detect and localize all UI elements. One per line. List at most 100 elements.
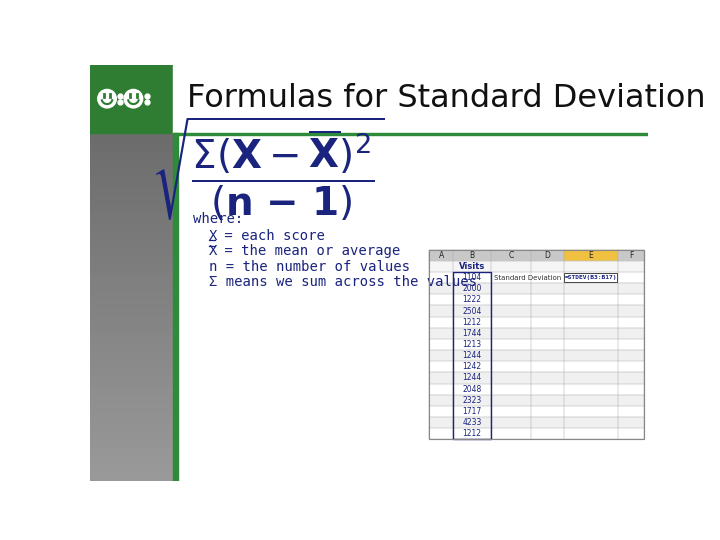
Text: A: A (438, 251, 444, 260)
Bar (90, 280, 173, 289)
Bar (90, 419, 173, 428)
Bar (429, 249, 644, 440)
Bar (173, 132, 178, 481)
Text: = the mean or average: = the mean or average (216, 244, 400, 258)
Bar (429, 249, 644, 440)
Bar (90, 150, 173, 159)
Bar (429, 406, 644, 417)
Bar (454, 249, 490, 261)
Bar (429, 272, 644, 283)
Bar (454, 272, 490, 440)
Bar (429, 249, 454, 261)
Text: Standard Deviation: Standard Deviation (494, 274, 561, 280)
Text: 1222: 1222 (462, 295, 482, 305)
Bar (429, 261, 644, 272)
Bar (429, 361, 644, 373)
Text: 2323: 2323 (462, 396, 482, 405)
Text: 1242: 1242 (462, 362, 482, 372)
Bar (90, 219, 173, 228)
Bar (90, 402, 173, 411)
Bar (429, 316, 644, 328)
Bar (90, 446, 173, 455)
Bar (90, 376, 173, 385)
Bar (429, 373, 644, 383)
Text: 1717: 1717 (462, 407, 482, 416)
Bar (90, 341, 173, 350)
Text: 1244: 1244 (462, 374, 482, 382)
Text: C: C (508, 251, 513, 260)
Bar (429, 395, 644, 406)
Bar (429, 339, 644, 350)
Text: B: B (469, 251, 474, 260)
Text: 2504: 2504 (462, 307, 482, 315)
Bar (90, 332, 173, 341)
Bar (429, 428, 644, 440)
Text: $\mathsf{\sqrt{\dfrac{\Sigma(\mathbf{X} - \mathbf{\overline{X}})^2}{(\mathbf{n}\: $\mathsf{\sqrt{\dfrac{\Sigma(\mathbf{X} … (151, 114, 385, 223)
Text: 1104: 1104 (462, 273, 482, 282)
Bar (90, 367, 173, 376)
Text: Formulas for Standard Deviation: Formulas for Standard Deviation (187, 83, 706, 114)
Bar (564, 273, 617, 282)
Text: X: X (209, 244, 217, 258)
Bar (90, 463, 173, 472)
Bar (90, 272, 173, 280)
Bar (178, 132, 648, 481)
Bar (90, 437, 173, 446)
Bar (90, 359, 173, 368)
Circle shape (124, 90, 143, 108)
Text: 2000: 2000 (462, 284, 482, 293)
Text: F: F (629, 251, 633, 260)
Bar (564, 249, 618, 261)
Bar (531, 249, 564, 261)
Text: Σ means we sum across the values: Σ means we sum across the values (209, 275, 477, 289)
Bar (429, 383, 644, 395)
Bar (90, 289, 173, 298)
Bar (90, 471, 173, 481)
Bar (90, 410, 173, 420)
Bar (90, 350, 173, 359)
Bar (90, 245, 173, 254)
Bar (90, 384, 173, 394)
Text: Visits: Visits (459, 262, 485, 271)
Bar (90, 176, 173, 185)
Bar (90, 237, 173, 246)
Bar (173, 65, 648, 132)
Text: 1213: 1213 (462, 340, 482, 349)
Text: 2048: 2048 (462, 384, 482, 394)
Bar (90, 262, 173, 272)
Bar (90, 254, 173, 263)
Bar (618, 249, 644, 261)
Bar (90, 167, 173, 176)
Text: D: D (544, 251, 550, 260)
Bar (429, 417, 644, 428)
Bar (90, 306, 173, 315)
Text: =STDEV(B3:B17): =STDEV(B3:B17) (564, 275, 617, 280)
Bar (90, 315, 173, 324)
Bar (90, 323, 173, 333)
Bar (90, 158, 173, 167)
Bar (173, 132, 648, 135)
Bar (90, 393, 173, 402)
Bar (90, 202, 173, 211)
Bar (90, 193, 173, 202)
Bar (90, 454, 173, 463)
Bar (90, 298, 173, 307)
Text: = each score: = each score (216, 229, 325, 243)
Text: X: X (209, 229, 217, 243)
Bar (490, 249, 531, 261)
Text: E: E (588, 251, 593, 260)
Text: 1212: 1212 (462, 429, 482, 438)
Bar (90, 211, 173, 220)
Bar (429, 283, 644, 294)
Bar (90, 132, 173, 141)
Bar (90, 428, 173, 437)
Bar (429, 306, 644, 316)
Text: 1244: 1244 (462, 351, 482, 360)
Bar (90, 65, 173, 132)
Bar (90, 228, 173, 237)
Text: n = the number of values: n = the number of values (209, 260, 410, 274)
Text: where:: where: (193, 212, 243, 226)
Circle shape (98, 90, 117, 108)
Text: 4233: 4233 (462, 418, 482, 427)
Text: 1744: 1744 (462, 329, 482, 338)
